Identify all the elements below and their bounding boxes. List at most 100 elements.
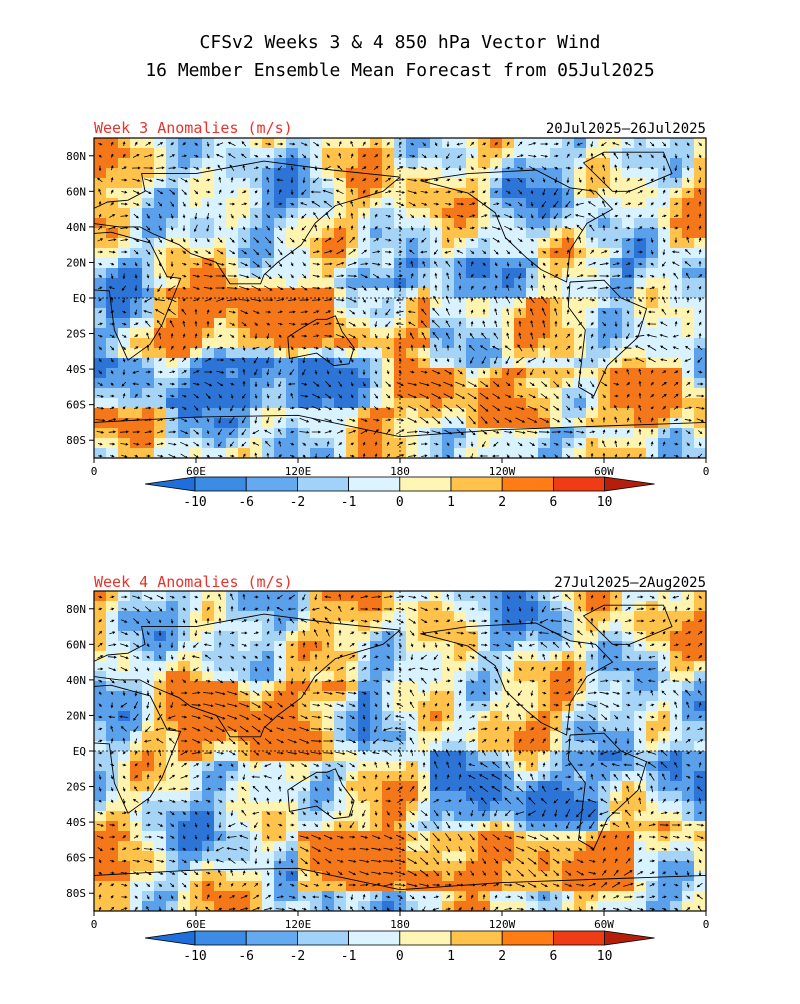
panel-0-anomaly-cell xyxy=(370,248,383,259)
panel-1-anomaly-cell xyxy=(682,851,695,862)
panel-0-anomaly-cell xyxy=(166,428,179,439)
panel-1-anomaly-cell xyxy=(322,841,335,852)
panel-0-anomaly-cell xyxy=(610,228,623,239)
panel-1-anomaly-cell xyxy=(598,741,611,752)
panel-1-anomaly-cell xyxy=(418,801,431,812)
panel-0-anomaly-cell xyxy=(490,188,503,199)
panel-1-anomaly-cell xyxy=(358,751,371,762)
panel-0-anomaly-cell xyxy=(370,278,383,289)
panel-1-anomaly-cell xyxy=(106,741,119,752)
panel-0-anomaly-cell xyxy=(526,408,539,419)
panel-1-anomaly-cell xyxy=(178,611,191,622)
panel-1-anomaly-cell xyxy=(202,751,215,762)
panel-1-anomaly-cell xyxy=(94,821,107,832)
panel-1-anomaly-cell xyxy=(550,741,563,752)
panel-1-anomaly-cell xyxy=(466,781,479,792)
panel-0-anomaly-cell xyxy=(646,318,659,329)
panel-1-anomaly-cell xyxy=(694,841,707,852)
panel-1-anomaly-cell xyxy=(586,801,599,812)
panel-0-anomaly-cell xyxy=(334,338,347,349)
panel-1-anomaly-cell xyxy=(442,601,455,612)
panel-1-anomaly-cell xyxy=(334,861,347,872)
panel-1-anomaly-cell xyxy=(286,611,299,622)
panel-1-anomaly-cell xyxy=(346,721,359,732)
panel-1-anomaly-cell xyxy=(142,591,155,602)
panel-1-anomaly-cell xyxy=(106,821,119,832)
panel-0-anomaly-cell xyxy=(250,248,263,259)
panel-1-anomaly-cell xyxy=(466,871,479,882)
panel-1-anomaly-cell xyxy=(646,641,659,652)
panel-1-anomaly-cell xyxy=(382,791,395,802)
panel-0-anomaly-cell xyxy=(442,248,455,259)
panel-1-anomaly-cell xyxy=(658,831,671,842)
panel-0-anomaly-cell xyxy=(430,308,443,319)
panel-1-anomaly-cell xyxy=(586,741,599,752)
colorbar-label: -6 xyxy=(238,495,254,510)
panel-0-anomaly-cell xyxy=(430,188,443,199)
panel-1-anomaly-cell xyxy=(490,741,503,752)
panel-1-anomaly-cell xyxy=(286,591,299,602)
panel-0-anomaly-cell xyxy=(298,218,311,229)
panel-1-anomaly-cell xyxy=(538,831,551,842)
panel-1-anomaly-cell xyxy=(646,601,659,612)
panel-1-anomaly-cell xyxy=(658,761,671,772)
panel-0-anomaly-cell xyxy=(538,318,551,329)
panel-1-anomaly-cell xyxy=(202,631,215,642)
panel-1-anomaly-cell xyxy=(646,741,659,752)
panel-1-anomaly-cell xyxy=(574,741,587,752)
panel-1-anomaly-cell xyxy=(178,771,191,782)
panel-1-anomaly-cell xyxy=(154,651,167,662)
panel-1-anomaly-cell xyxy=(238,711,251,722)
panel-week4-dates: 27Jul2025—2Aug2025 xyxy=(554,575,706,591)
panel-0-anomaly-cell xyxy=(262,158,275,169)
panel-0-anomaly-cell xyxy=(250,218,263,229)
panel-1-anomaly-cell xyxy=(658,691,671,702)
panel-1-anomaly-cell xyxy=(394,681,407,692)
panel-1-anomaly-cell xyxy=(226,621,239,632)
panel-1-anomaly-cell xyxy=(478,641,491,652)
panel-0-anomaly-cell xyxy=(670,248,683,259)
panel-1-anomaly-cell xyxy=(106,661,119,672)
panel-1-anomaly-cell xyxy=(406,681,419,692)
panel-0-anomaly-cell xyxy=(454,218,467,229)
panel-0-anomaly-cell xyxy=(574,278,587,289)
panel-0-anomaly-cell xyxy=(430,408,443,419)
panel-1-anomaly-cell xyxy=(406,701,419,712)
panel-1-anomaly-cell xyxy=(166,591,179,602)
panel-1-anomaly-cell xyxy=(190,731,203,742)
panel-1-anomaly-cell xyxy=(274,901,287,912)
panel-0-anomaly-cell xyxy=(286,238,299,249)
panel-1-anomaly-cell xyxy=(118,861,131,872)
panel-1-anomaly-cell xyxy=(502,771,515,782)
panel-0-anomaly-cell xyxy=(526,238,539,249)
panel-0-anomaly-cell xyxy=(622,338,635,349)
panel-0-anomaly-cell xyxy=(646,228,659,239)
panel-1-anomaly-cell xyxy=(406,691,419,702)
colorbar-swatch xyxy=(400,477,451,491)
panel-0-anomaly-cell xyxy=(454,408,467,419)
panel-1-anomaly-cell xyxy=(94,831,107,842)
panel-0-anomaly-cell xyxy=(526,378,539,389)
panel-0-anomaly-cell xyxy=(586,188,599,199)
panel-1-anomaly-cell xyxy=(454,741,467,752)
panel-0-anomaly-cell xyxy=(454,238,467,249)
panel-0-anomaly-cell xyxy=(502,408,515,419)
panel-0-anomaly-cell xyxy=(262,338,275,349)
colorbar-label: -1 xyxy=(341,495,357,510)
panel-0-anomaly-cell xyxy=(502,438,515,449)
panel-0-anomaly-cell xyxy=(358,258,371,269)
panel-0-anomaly-cell xyxy=(346,378,359,389)
panel-0-anomaly-cell xyxy=(514,198,527,209)
panel-0-anomaly-cell xyxy=(598,318,611,329)
panel-0-anomaly-cell xyxy=(406,318,419,329)
panel-0-anomaly-cell xyxy=(118,148,131,159)
panel-1-anomaly-cell xyxy=(190,741,203,752)
panel-1-anomaly-cell xyxy=(286,901,299,912)
panel-0-anomaly-cell xyxy=(118,428,131,439)
panel-1-anomaly-cell xyxy=(370,851,383,862)
panel-1-anomaly-cell xyxy=(370,751,383,762)
panel-0-anomaly-cell xyxy=(262,168,275,179)
panel-0-anomaly-cell xyxy=(466,428,479,439)
panel-0-anomaly-cell xyxy=(682,228,695,239)
